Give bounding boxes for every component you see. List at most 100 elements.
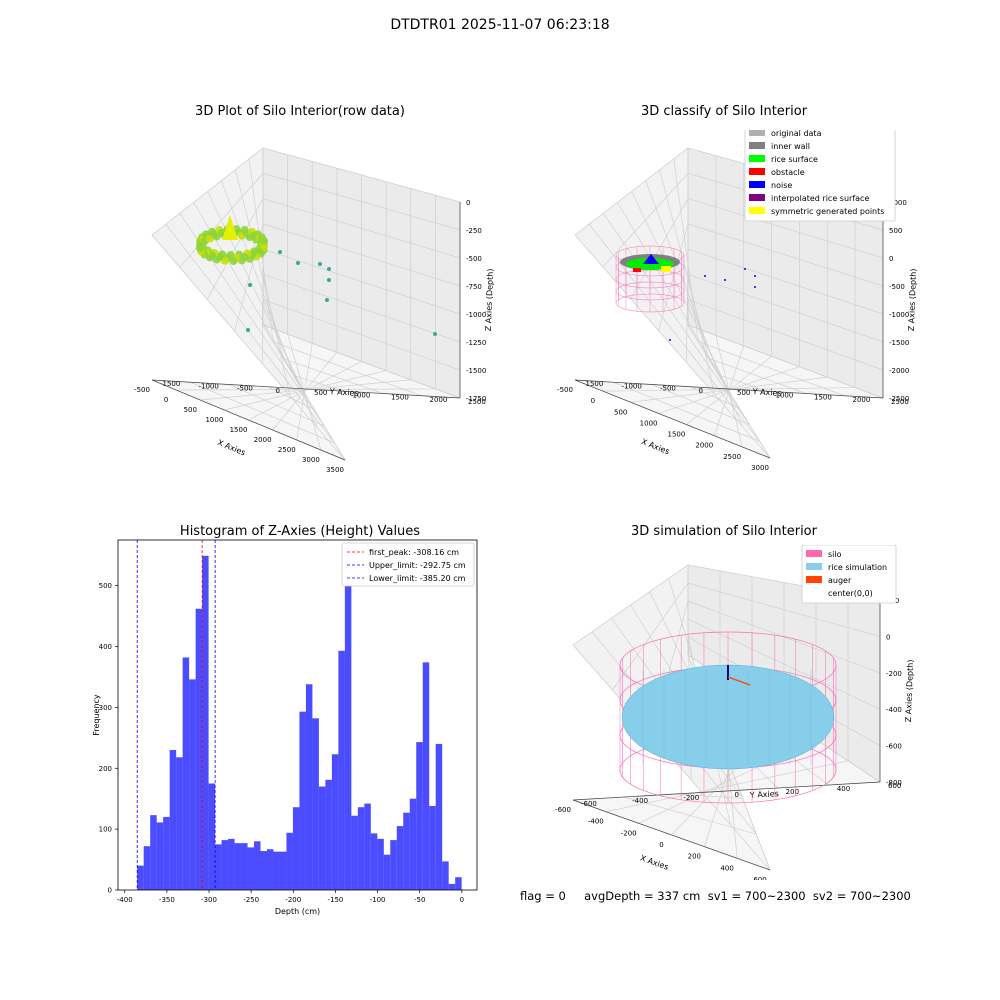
z-gridline: [687, 324, 884, 459]
histogram-bar: [331, 754, 339, 890]
scatter-point: [327, 267, 331, 271]
histogram-bar: [377, 838, 384, 890]
histogram-bar: [338, 650, 345, 890]
legend-label: noise: [771, 181, 792, 190]
z-tick-label: 1000: [889, 199, 907, 207]
x-axis-label: X Axies: [216, 438, 247, 458]
legend-label: first_peak: -308.16 cm: [369, 548, 459, 557]
x-tick-label: 2500: [723, 453, 741, 461]
noise-cluster: [643, 254, 659, 264]
y-tick-label: -1500: [583, 380, 603, 388]
z-tick-label: -500: [889, 283, 905, 291]
y-tick-label: -400: [632, 797, 648, 805]
x-tick-label: -400: [588, 818, 604, 826]
scatter-point: [325, 298, 329, 302]
legend-label: interpolated rice surface: [771, 194, 869, 203]
y-tick-label: 1000: [353, 391, 371, 399]
z-tick-label: -750: [466, 283, 482, 291]
z-tick-label: -400: [886, 706, 902, 714]
legend-label: silo: [828, 550, 842, 559]
x-tick-label: -500: [557, 386, 573, 394]
legend-swatch: [749, 207, 765, 214]
x-tick-label: 2500: [278, 446, 296, 454]
histogram-bar: [448, 883, 456, 890]
histogram-bar: [137, 865, 144, 890]
y-axis-label: Frequency: [92, 694, 101, 736]
z-gridline: [612, 582, 881, 691]
z-tick-label: -600: [886, 743, 902, 751]
scatter-point: [318, 262, 322, 266]
histogram-bar: [234, 843, 242, 890]
histogram-bar: [182, 657, 190, 890]
legend-label: original data: [771, 130, 822, 138]
histogram-bar: [442, 861, 449, 890]
y-tick-label: 1500: [391, 394, 409, 402]
histogram-bar: [357, 807, 365, 890]
y-axis-label: Y Axies: [749, 789, 779, 800]
x-tick-label: 200: [688, 853, 701, 861]
histogram-bar: [266, 849, 274, 890]
scatter-point: [278, 250, 282, 254]
z-tick-label: -1000: [466, 311, 486, 319]
z-axis-label: Z Axies (Depth): [907, 268, 918, 331]
x-axis-label: X Axies: [640, 437, 671, 456]
z-tick-label: 500: [889, 227, 902, 235]
histogram-bar: [396, 826, 404, 890]
auger-line: [727, 676, 751, 686]
y-axis-label: Y Axies: [328, 387, 358, 398]
x-tick-label: -600: [555, 806, 571, 814]
scatter-point: [246, 328, 250, 332]
legend-label: symmetric generated points: [771, 207, 884, 216]
legend-swatch: [806, 563, 822, 570]
histogram-bar: [260, 851, 267, 890]
y-tick-label: 2000: [430, 396, 448, 404]
histogram-bar: [279, 851, 287, 890]
x-tick-label: -50: [414, 896, 425, 904]
x-tick-label: 500: [184, 406, 197, 414]
histogram-bar: [312, 718, 319, 890]
y-tick-label: 600: [888, 782, 901, 790]
x-tick-label: 0: [460, 896, 464, 904]
histogram-bar: [351, 815, 358, 890]
rice-point: [259, 236, 268, 245]
x-tick-label: -100: [370, 896, 386, 904]
panel1-3d-plot: -500 0 500 1000 1500 2000 2500 3000 3500 -1500 -10…: [134, 147, 495, 474]
y-tick-label: 500: [314, 389, 327, 397]
y-axis-line: [151, 379, 461, 399]
y-tick-label: 1000: [776, 391, 794, 399]
legend-swatch: [749, 181, 765, 188]
panel2-title: 3D classify of Silo Interior: [640, 104, 808, 119]
histogram-bar: [435, 743, 443, 890]
x-tick-label: 1000: [640, 419, 658, 427]
y-tick-label: 2500: [468, 398, 486, 406]
legend-swatch: [749, 155, 765, 162]
z-tick-label: -1250: [466, 339, 486, 347]
y-tick-label: 1500: [814, 394, 832, 402]
histogram-bar: [215, 844, 222, 890]
z-tick-label: -500: [466, 255, 482, 263]
z-tick-label: 0: [466, 199, 470, 207]
x-axis-label: X Axies: [639, 853, 670, 871]
status-line: flag = 0 avgDepth = 337 cm sv1 = 700~230…: [520, 889, 911, 903]
histogram-bar: [189, 679, 196, 890]
z-tick-label: -800: [886, 779, 902, 787]
x-axis-line: [574, 379, 771, 459]
noise-point: [724, 279, 726, 281]
histogram-bar: [241, 843, 248, 890]
z-gridline: [151, 147, 461, 236]
panel1-title: 3D Plot of Silo Interior(row data): [195, 104, 405, 119]
legend-label: auger: [828, 576, 852, 585]
legend-label: center(0,0): [828, 589, 873, 598]
z-tick-label: 0: [886, 633, 890, 641]
scatter-point: [296, 261, 300, 265]
panel3-title: Histogram of Z-Axies (Height) Values: [179, 524, 421, 539]
x-tick-label: -200: [285, 896, 301, 904]
histogram-bar: [403, 812, 410, 890]
figure-title: DTDTR01 2025-11-07 06:23:18: [390, 17, 610, 33]
symmetric-points: [661, 266, 671, 272]
y-tick-label: 500: [737, 389, 750, 397]
rice-surface: [621, 664, 835, 770]
z-gridline: [687, 273, 884, 395]
legend-box: [801, 545, 897, 604]
x-tick-label: 2000: [254, 436, 272, 444]
